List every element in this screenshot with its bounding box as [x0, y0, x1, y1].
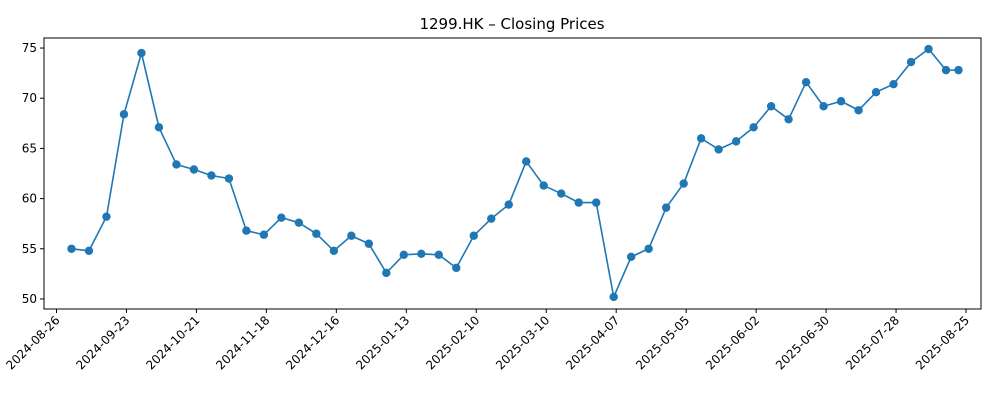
data-point	[172, 160, 181, 169]
data-point	[102, 212, 111, 221]
data-point	[189, 165, 199, 174]
x-tick-label: 2025-03-10	[493, 313, 552, 372]
data-point	[557, 189, 566, 198]
data-point	[539, 181, 548, 190]
data-point	[889, 79, 898, 89]
data-point	[207, 171, 216, 180]
data-point	[522, 157, 531, 166]
x-tick-label: 2025-08-25	[913, 313, 972, 372]
data-point	[434, 250, 443, 259]
data-point	[382, 268, 391, 278]
data-point	[504, 200, 513, 209]
data-point	[954, 65, 963, 75]
data-point	[854, 106, 863, 115]
data-point	[941, 65, 951, 75]
data-point	[644, 244, 653, 253]
data-point	[836, 97, 846, 106]
plot-area-frame	[43, 37, 982, 310]
data-point	[696, 134, 706, 143]
data-point	[329, 246, 339, 255]
data-point	[312, 229, 321, 238]
x-tick-label: 2024-08-26	[3, 313, 62, 372]
data-point	[801, 77, 811, 87]
data-point	[347, 231, 356, 240]
data-point	[67, 244, 76, 253]
x-tick-label: 2025-06-02	[703, 313, 762, 372]
data-point	[924, 44, 933, 54]
data-point	[119, 110, 129, 119]
data-point	[679, 179, 688, 188]
x-tick-label: 2025-01-13	[353, 313, 412, 372]
data-point	[259, 230, 269, 239]
data-point	[242, 226, 251, 235]
x-tick-label: 2024-09-23	[73, 313, 132, 372]
y-tick-label: 60	[22, 192, 37, 206]
x-tick-label: 2025-04-07	[563, 313, 622, 372]
data-point	[819, 102, 828, 111]
data-point	[224, 174, 234, 183]
data-point	[784, 115, 793, 124]
data-point	[277, 213, 286, 222]
data-point	[452, 263, 461, 273]
data-point	[592, 198, 601, 207]
y-tick-label: 70	[22, 91, 37, 105]
y-tick-label: 75	[22, 41, 37, 55]
data-point	[154, 123, 164, 132]
x-tick-label: 2025-06-30	[773, 313, 832, 372]
data-point	[661, 203, 671, 212]
data-point	[871, 88, 881, 97]
data-point	[906, 57, 916, 67]
x-tick-label: 2024-12-16	[283, 313, 342, 372]
x-tick-label: 2024-10-21	[143, 313, 202, 372]
data-point	[609, 292, 618, 302]
data-point	[294, 218, 304, 227]
y-tick-label: 55	[22, 242, 37, 256]
data-point	[766, 102, 776, 111]
data-point	[714, 145, 723, 154]
x-tick-label: 2025-07-28	[843, 313, 902, 372]
x-tick-label: 2025-02-10	[423, 313, 482, 372]
chart-title: 1299.HK – Closing Prices	[419, 15, 604, 33]
x-tick-label: 2025-05-05	[633, 313, 692, 372]
data-point	[487, 214, 496, 223]
data-point	[626, 252, 636, 262]
y-tick-label: 50	[22, 292, 37, 306]
data-point	[137, 48, 146, 58]
series-line	[71, 48, 959, 298]
data-point	[574, 198, 583, 207]
x-axis: 2024-08-26 2024-09-23 2024-10-21 2024-11-18…	[3, 309, 972, 372]
y-tick-label: 65	[22, 141, 37, 155]
data-point	[731, 137, 741, 146]
x-tick-label: 2024-11-18	[213, 313, 272, 372]
data-point	[417, 249, 426, 258]
data-point	[84, 246, 94, 255]
y-axis: 50 55 60 65 70 75	[22, 41, 44, 306]
series-layer	[67, 44, 963, 302]
data-point	[469, 231, 478, 240]
data-point	[399, 250, 409, 259]
data-point	[364, 239, 374, 248]
data-point	[749, 123, 758, 132]
